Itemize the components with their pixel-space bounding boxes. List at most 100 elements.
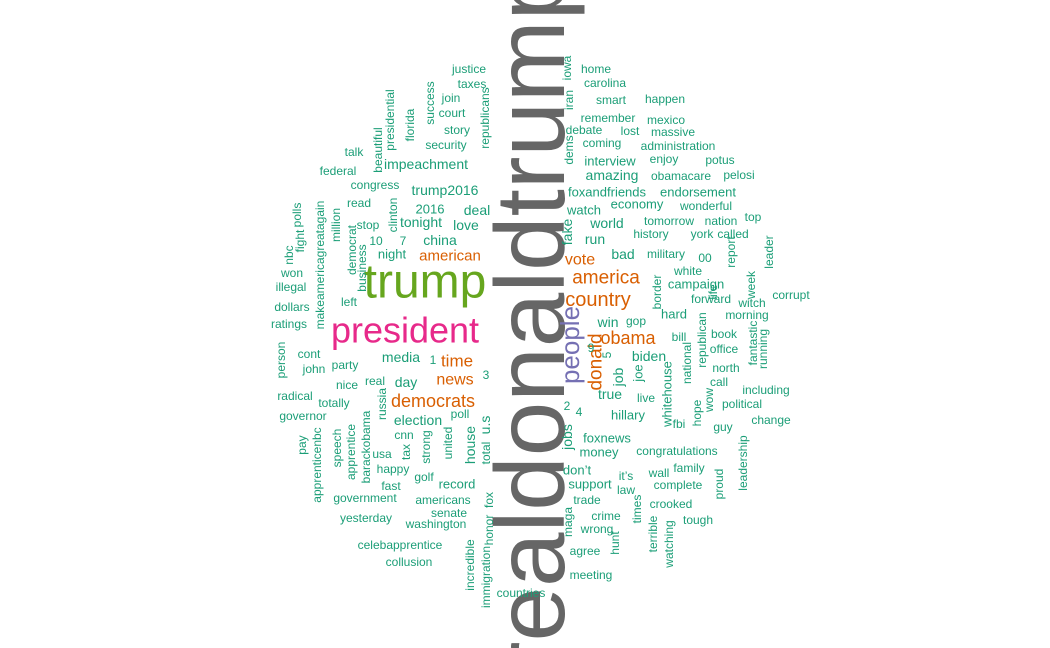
word-pelosi: pelosi [723, 168, 754, 182]
word-stop: stop [357, 218, 380, 232]
word-massive: massive [651, 125, 695, 139]
word-record: record [439, 477, 476, 492]
word-real: real [365, 374, 385, 388]
word-government: government [333, 491, 397, 505]
word-iowa: iowa [560, 55, 574, 80]
word-interview: interview [584, 154, 636, 169]
word-u-s: u.s [477, 416, 493, 435]
word-1: 1 [430, 353, 437, 367]
word-change: change [751, 413, 791, 427]
word-biden: biden [632, 348, 666, 364]
word-administration: administration [641, 139, 716, 153]
word-nice: nice [336, 378, 358, 392]
word-dems: dems [562, 135, 576, 164]
word-tough: tough [683, 513, 713, 527]
word-leadership: leadership [736, 435, 750, 491]
word-lost: lost [621, 124, 640, 138]
word-cont: cont [298, 347, 321, 361]
word-potus: potus [705, 153, 734, 167]
word-family: family [673, 461, 704, 475]
word-united: united [441, 427, 455, 460]
word-north: north [712, 361, 739, 375]
word-don-t: don’t [563, 463, 592, 478]
word-trump2016: trump2016 [412, 182, 479, 198]
word-national: national [680, 342, 694, 384]
word-top: top [745, 210, 762, 224]
word-maga: maga [561, 507, 575, 537]
word-russia: russia [375, 388, 389, 420]
word-business: business [355, 244, 369, 291]
word-life: life [706, 284, 720, 300]
word-foxnews: foxnews [583, 431, 631, 446]
word-people: people [555, 306, 585, 384]
word-love: love [453, 217, 479, 233]
word-wrong: wrong [580, 522, 614, 536]
word-hard: hard [661, 307, 687, 322]
word-court: court [439, 106, 466, 120]
word-mexico: mexico [647, 113, 685, 127]
word-collusion: collusion [386, 555, 433, 569]
word-nbc: nbc [282, 245, 296, 264]
word-usa: usa [372, 447, 392, 461]
word-enjoy: enjoy [650, 152, 679, 166]
word-honor: honor [482, 515, 496, 546]
word-fight: fight [293, 229, 307, 252]
word-law: law [617, 483, 635, 497]
word-witch: witch [737, 296, 765, 310]
word-china: china [423, 232, 457, 248]
word-wonderful: wonderful [679, 199, 732, 213]
word-carolina: carolina [584, 76, 626, 90]
word-immigration: immigration [479, 546, 493, 608]
word-deal: deal [464, 202, 490, 218]
word-call: call [710, 375, 728, 389]
word-fantastic: fantastic [746, 321, 760, 366]
word-hope: hope [690, 399, 704, 426]
word-republicans: republicans [478, 87, 492, 148]
word-yesterday: yesterday [340, 511, 392, 525]
word-agree: agree [570, 544, 601, 558]
word-fbi: fbi [673, 417, 686, 431]
word-hillary: hillary [611, 408, 645, 423]
word-4: 4 [576, 405, 583, 419]
word-watch: watch [566, 203, 601, 218]
word-wow: wow [702, 388, 716, 413]
word-fake: fake [559, 219, 575, 246]
word-americans: americans [415, 493, 470, 507]
word-5: 5 [600, 351, 614, 358]
word-news: news [436, 372, 473, 389]
word-obama: obama [600, 328, 656, 348]
word-3: 3 [483, 368, 490, 382]
word-makeamericagreatagain: makeamericagreatagain [313, 201, 327, 330]
word-read: read [347, 196, 371, 210]
word-white: white [673, 264, 702, 278]
word-join: join [441, 91, 461, 105]
word-congress: congress [351, 178, 400, 192]
word-election: election [394, 412, 442, 428]
word-success: success [423, 81, 437, 124]
word-7: 7 [400, 234, 407, 248]
word-party: party [332, 358, 359, 372]
word-whitehouse: whitehouse [660, 361, 675, 428]
word-democrats: democrats [391, 391, 475, 411]
word-john: john [302, 362, 326, 376]
word-taxes: taxes [458, 77, 487, 91]
word-terrible: terrible [646, 515, 660, 552]
word-border: border [650, 275, 664, 310]
word-book: book [711, 327, 738, 341]
word-history: history [633, 227, 668, 241]
word-2: 2 [564, 399, 571, 413]
word-totally: totally [318, 396, 349, 410]
word-congratulations: congratulations [636, 444, 717, 458]
word-tax: tax [399, 444, 413, 460]
word-incredible: incredible [463, 539, 477, 591]
word-won: won [280, 266, 303, 280]
word-illegal: illegal [276, 280, 307, 294]
word-day: day [395, 374, 418, 390]
word-radical: radical [277, 389, 312, 403]
word-person: person [274, 342, 288, 379]
word-million: million [329, 208, 343, 242]
word-including: including [742, 383, 789, 397]
word-tonight: tonight [400, 214, 442, 230]
word-apprentice: apprentice [344, 424, 358, 480]
